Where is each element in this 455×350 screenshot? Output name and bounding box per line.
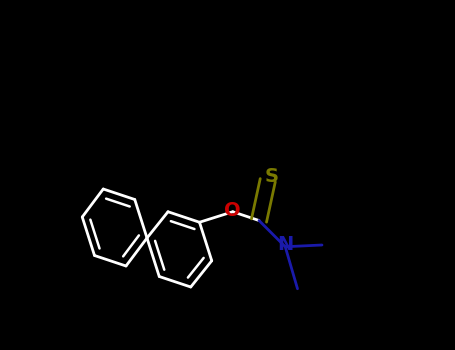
Text: N: N (277, 236, 293, 254)
Text: O: O (224, 201, 241, 219)
Text: S: S (264, 167, 278, 186)
